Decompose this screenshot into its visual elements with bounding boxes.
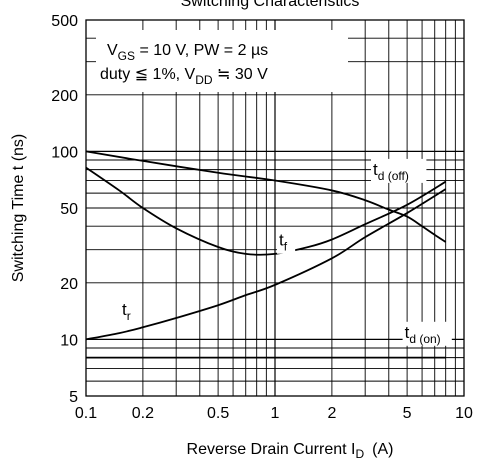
curves <box>85 150 447 359</box>
y-tick-label: 100 <box>51 144 78 161</box>
y-tick-label: 20 <box>60 276 78 293</box>
x-axis-title-text: Reverse Drain Current <box>187 441 348 458</box>
x-tick-label: 0.5 <box>207 405 229 422</box>
x-tick-label: 10 <box>455 405 473 422</box>
series-label-background <box>402 321 452 346</box>
series-label-t-d-off: td (off) <box>373 160 409 183</box>
x-tick-label: 0.1 <box>75 405 97 422</box>
plot-frame <box>85 19 465 397</box>
x-tick-label: 2 <box>327 405 336 422</box>
y-tick-label: 200 <box>51 88 78 105</box>
series-label-t-d-on: td (on) <box>405 323 441 346</box>
series-line-t-r <box>85 188 447 341</box>
x-axis-unit: (A) <box>372 441 393 458</box>
chart-title: Switching Characteristics <box>181 0 360 10</box>
condition-line: VGS = 10 V, PW = 2 µs <box>107 42 268 63</box>
x-axis-symbol-subscript: D <box>355 447 364 461</box>
series-label-t-r: tr <box>122 300 131 323</box>
y-tick-label: 500 <box>51 13 78 30</box>
x-axis-title: Reverse Drain Current ID (A) <box>187 441 394 461</box>
series-label-background <box>277 229 296 254</box>
y-tick-label: 50 <box>60 201 78 218</box>
x-tick-label: 5 <box>403 405 412 422</box>
y-tick-label: 10 <box>60 332 78 349</box>
condition-line: duty ≦ 1%, VDD ≒ 30 V <box>100 66 268 87</box>
test-conditions: VGS = 10 V, PW = 2 µs duty ≦ 1%, VDD ≒ 30… <box>96 30 348 92</box>
series-label-background <box>370 158 427 183</box>
x-axis-symbol: I <box>351 441 355 458</box>
series-line-t-f <box>85 166 447 256</box>
series-label-t-f: tf <box>279 231 288 254</box>
y-tick-labels: 5 10 20 50 100 200 500 <box>51 13 78 406</box>
series-labels: td (off) tf tr td (on) <box>119 158 452 346</box>
conditions-background <box>96 30 348 92</box>
y-tick-label: 5 <box>69 389 78 406</box>
x-tick-label: 0.2 <box>132 405 154 422</box>
x-tick-labels: 0.1 0.2 0.5 1 2 5 10 <box>75 405 473 422</box>
series-line-t-d-off <box>85 150 447 243</box>
x-tick-label: 1 <box>271 405 280 422</box>
series-label-background <box>119 298 139 323</box>
y-axis-title: Switching Time t (ns) <box>10 134 27 282</box>
